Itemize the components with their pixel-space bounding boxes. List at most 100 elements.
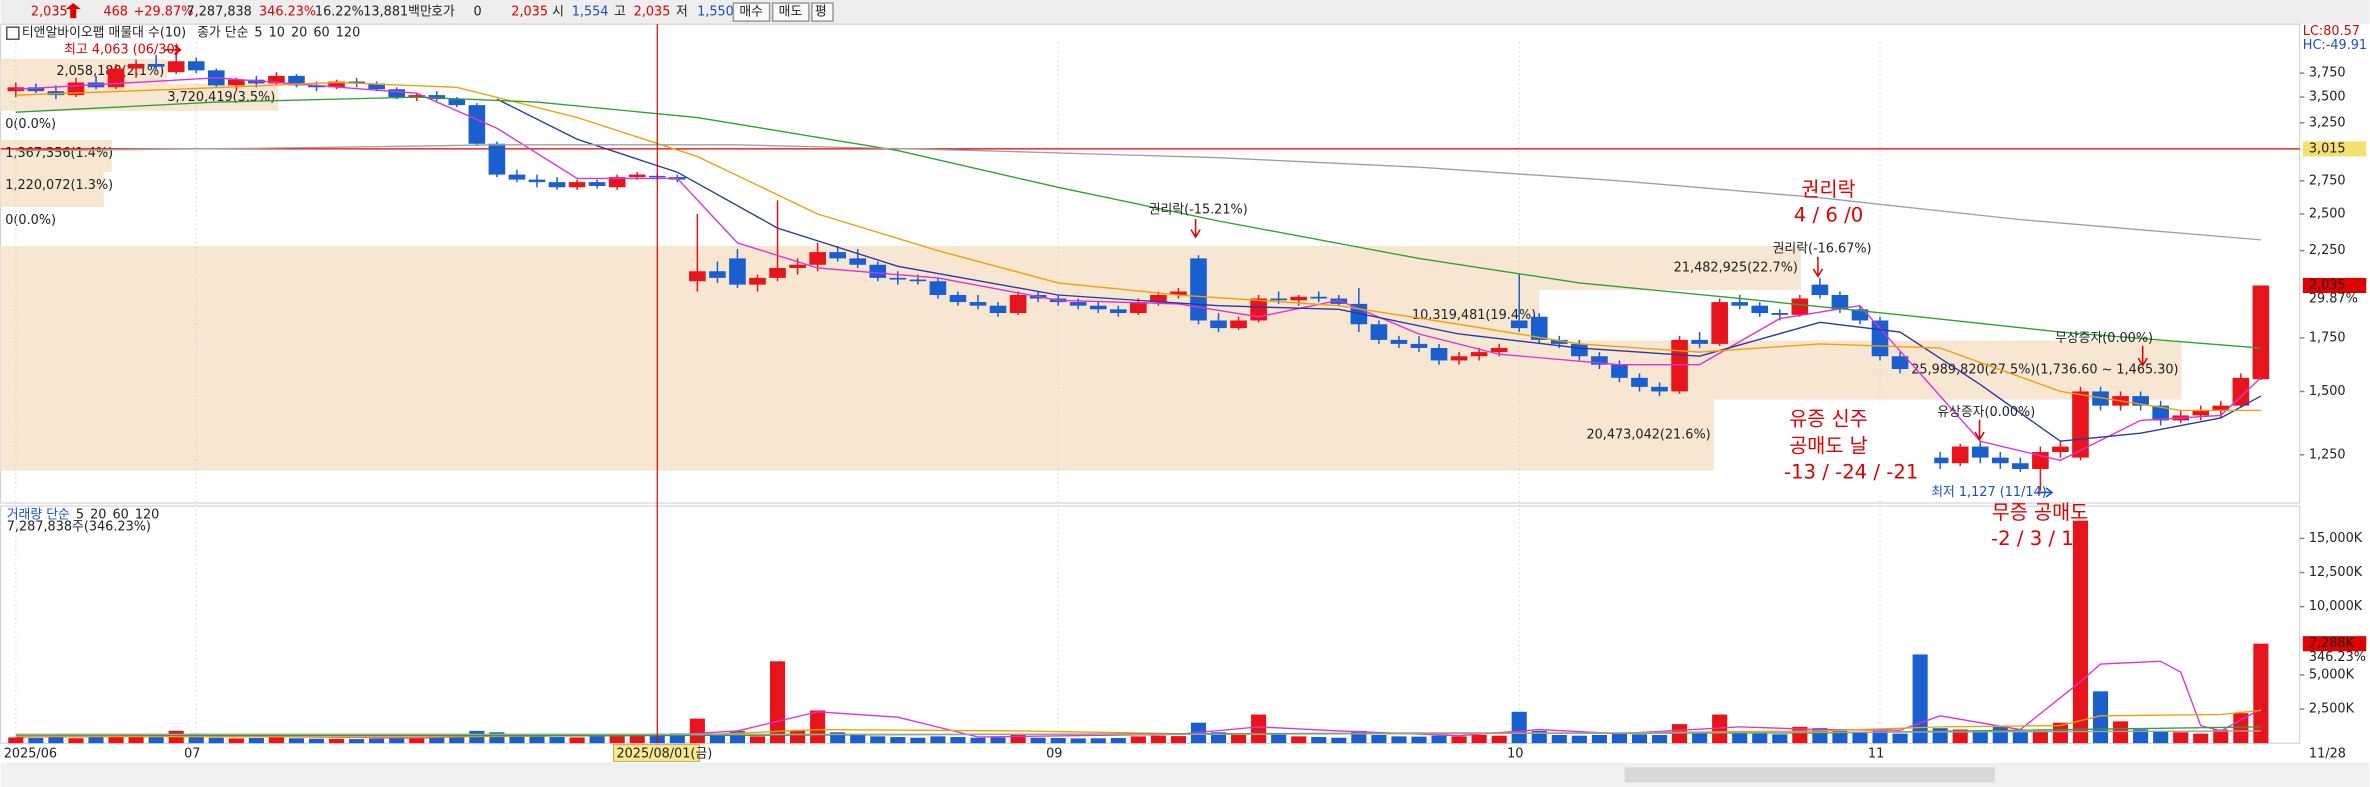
candle-body — [1791, 298, 1809, 315]
volume-bar — [308, 738, 325, 744]
candle-body — [1230, 320, 1247, 329]
volume-bar — [1692, 732, 1708, 744]
volume-bar — [1070, 738, 1086, 744]
candle-body — [1470, 352, 1488, 357]
volume-bar — [128, 736, 144, 744]
candle-body — [268, 75, 285, 84]
volume-bar — [28, 738, 44, 744]
volume-bar — [1231, 735, 1247, 744]
volume-profile-label: 10,319,481(19.4%) — [1412, 308, 1536, 323]
volume-bar — [268, 737, 284, 744]
candle-body — [1270, 298, 1287, 301]
volume-bar — [1451, 736, 1467, 744]
candle-body — [2132, 396, 2149, 406]
quote: 0 — [474, 5, 482, 20]
last-price: 2,035 — [2309, 278, 2346, 293]
volume-bar — [609, 735, 625, 744]
candle-body — [1771, 313, 1789, 315]
candle-body — [1190, 258, 1207, 321]
candle-body — [929, 281, 947, 295]
volume-ratio: 346.23% — [259, 5, 316, 20]
volume-bar — [288, 738, 305, 744]
volume-profile-band — [0, 171, 104, 208]
candle-body — [1591, 356, 1608, 365]
y-tick-label: 5,000K — [2309, 667, 2355, 682]
volume-bar — [1852, 732, 1868, 744]
volume-bar — [328, 738, 345, 744]
candle-body — [889, 277, 907, 280]
legend-entry: 120 — [135, 508, 160, 523]
candle-body — [2192, 410, 2210, 416]
candle-body — [1290, 296, 1308, 301]
volume-profile-label: 0(0.0%) — [5, 213, 56, 228]
candle-body — [1851, 309, 1869, 321]
volume-bar — [1210, 732, 1227, 744]
volume-bar — [1832, 730, 1848, 744]
rights-annotation: 권리락(-16.67%) — [1773, 242, 1872, 257]
candle-body — [1089, 305, 1107, 310]
note: -13 / -24 / -21 — [1784, 460, 1918, 483]
volume-bar — [188, 733, 204, 744]
candle-body — [1310, 296, 1328, 299]
pane-title: 티앤알바이오팹 매물대 수(10) — [22, 26, 186, 41]
balance-label[interactable]: 평 — [815, 5, 827, 20]
legend-entry: 60 — [313, 26, 329, 41]
candle-body — [348, 81, 365, 84]
volume-bar — [529, 736, 545, 744]
volume-bar — [1611, 733, 1627, 744]
buy-label[interactable]: 매수 — [739, 5, 763, 20]
balance-button[interactable] — [811, 2, 834, 22]
volume-bar — [1291, 736, 1307, 744]
volume-bar — [1571, 735, 1587, 744]
volume-profile-label: 0(0.0%) — [5, 117, 56, 132]
volume-profile-label: 21,482,925(22.7%) — [1674, 261, 1798, 276]
candle-body — [1250, 298, 1267, 321]
candle-body — [308, 85, 325, 88]
candle-body — [127, 63, 145, 69]
candle-body — [909, 279, 927, 282]
x-tick-label: 07 — [184, 746, 200, 761]
reference-label-box — [2302, 141, 2367, 157]
candle-body — [628, 174, 646, 178]
candle-body — [2012, 463, 2029, 469]
crosshair-label: 2025/08/01(금) — [616, 746, 712, 761]
candle-body — [288, 75, 305, 86]
open-label: 시 — [552, 5, 564, 20]
scroll-thumb[interactable] — [1624, 767, 1995, 783]
candle-body — [1611, 364, 1628, 378]
volume-profile-label: 25,989,820(27.5%)(1,736.60 ~ 1,465.30) — [1911, 363, 2178, 378]
arrow — [2036, 487, 2054, 498]
volume-profile-band — [0, 340, 2182, 400]
volume-bar — [1952, 729, 1968, 744]
volume-bar — [1511, 711, 1527, 744]
sell-button[interactable] — [771, 2, 810, 22]
y-tick-label: 3,750 — [2309, 66, 2346, 81]
change-pct: +29.87% — [134, 5, 194, 20]
volume-profile-label: 1,220,072(1.3%) — [5, 178, 113, 193]
candle-body — [1210, 320, 1227, 329]
candle-body — [989, 305, 1007, 314]
volume-bar — [709, 733, 725, 744]
candle-body — [729, 258, 746, 285]
candle-body — [769, 268, 786, 278]
legend-title: 종가 단순 — [197, 26, 248, 41]
candle-body — [2152, 405, 2169, 421]
volume-bar — [569, 737, 585, 744]
candle-body — [869, 264, 887, 278]
note: 무증 공매도 — [1992, 501, 2089, 524]
volume-bar — [369, 738, 385, 744]
volume-bar — [68, 738, 84, 744]
candle-body — [187, 61, 205, 71]
note: 4 / 6 /0 — [1794, 204, 1863, 227]
volume-bar — [2133, 729, 2149, 744]
pane-icon[interactable] — [6, 26, 20, 41]
volume-bar — [1631, 734, 1648, 744]
volume-bar — [1551, 735, 1567, 744]
sell-label[interactable]: 매도 — [779, 5, 803, 20]
y-tick-label: 3,250 — [2309, 115, 2346, 130]
last-volume-box — [2302, 636, 2367, 652]
scrollbar[interactable] — [0, 762, 2370, 787]
candle-body — [1631, 377, 1648, 387]
candle-body — [1450, 356, 1468, 361]
buy-button[interactable] — [732, 2, 771, 22]
